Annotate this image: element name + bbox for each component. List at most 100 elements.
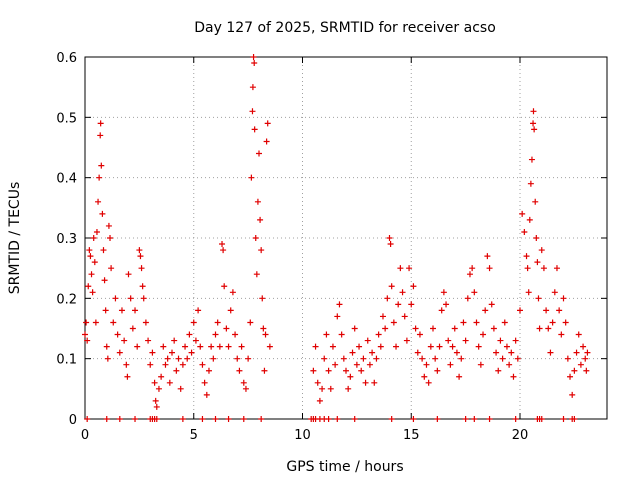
- data-point: [493, 349, 500, 356]
- data-point: [406, 265, 413, 272]
- data-point: [551, 289, 558, 296]
- data-point: [423, 361, 430, 368]
- data-point: [382, 325, 389, 332]
- data-point: [473, 319, 480, 326]
- data-point: [321, 355, 328, 362]
- data-point: [219, 241, 226, 248]
- data-point: [329, 343, 336, 350]
- y-tick-label: 0.1: [56, 353, 77, 368]
- data-point: [440, 289, 447, 296]
- y-tick-label: 0: [69, 413, 77, 428]
- data-point: [212, 331, 219, 338]
- data-point: [553, 265, 560, 272]
- data-point: [533, 235, 540, 241]
- data-point: [560, 295, 567, 302]
- data-point: [116, 349, 123, 356]
- data-point: [327, 385, 334, 392]
- data-point: [112, 295, 119, 302]
- data-point: [252, 235, 259, 241]
- data-point: [395, 301, 402, 308]
- y-tick-label: 0.2: [56, 292, 77, 307]
- data-point: [210, 355, 217, 362]
- data-point: [384, 295, 391, 302]
- data-point: [534, 259, 541, 266]
- data-point: [462, 337, 469, 344]
- data-point: [205, 367, 212, 374]
- data-point: [531, 126, 538, 133]
- x-tick-label: 0: [81, 428, 89, 443]
- data-point: [160, 343, 167, 350]
- data-point: [166, 379, 173, 386]
- data-point: [145, 337, 152, 344]
- data-point: [197, 343, 204, 350]
- data-point: [393, 343, 400, 350]
- data-point: [401, 313, 408, 320]
- data-point: [88, 271, 95, 278]
- data-point: [375, 331, 382, 338]
- data-point: [105, 222, 112, 229]
- data-point: [108, 265, 115, 272]
- data-point: [425, 379, 432, 386]
- data-point: [408, 301, 415, 308]
- data-point: [506, 361, 513, 368]
- data-point: [220, 247, 227, 254]
- data-point: [325, 367, 332, 374]
- zero-point: [512, 416, 519, 422]
- data-point: [569, 391, 576, 398]
- data-point: [250, 54, 257, 60]
- data-point: [164, 355, 171, 362]
- data-point: [530, 108, 537, 115]
- data-point: [345, 385, 352, 392]
- data-point: [249, 84, 256, 91]
- data-point: [360, 355, 367, 362]
- data-point: [95, 198, 102, 205]
- data-point: [434, 367, 441, 374]
- data-point: [456, 373, 463, 380]
- data-points: [82, 54, 591, 422]
- data-point: [82, 331, 88, 338]
- y-tick-label: 0.3: [56, 232, 77, 247]
- data-point: [436, 343, 443, 350]
- data-point: [169, 349, 175, 356]
- data-point: [527, 180, 534, 187]
- y-tick-label: 0.5: [56, 111, 77, 126]
- data-point: [334, 313, 341, 320]
- data-point: [137, 253, 144, 260]
- data-point: [234, 355, 241, 362]
- data-point: [123, 361, 130, 368]
- data-point: [387, 241, 394, 248]
- data-point: [524, 265, 531, 272]
- data-point: [259, 295, 266, 302]
- data-point: [490, 325, 497, 332]
- data-point: [245, 355, 252, 362]
- data-point: [371, 379, 378, 386]
- data-point: [261, 367, 268, 374]
- data-point: [369, 349, 376, 356]
- data-point: [102, 307, 109, 314]
- data-point: [162, 361, 169, 368]
- data-point: [248, 174, 255, 181]
- axis-ticks: 0 0.1 0.2 0.3 0.4 0.5 0.6 0 5 10 15 20: [56, 51, 607, 443]
- data-point: [564, 355, 571, 362]
- data-point: [93, 228, 100, 235]
- data-point: [139, 283, 146, 290]
- data-point: [203, 391, 210, 398]
- data-point: [225, 343, 232, 350]
- data-point: [471, 289, 478, 296]
- data-point: [403, 337, 410, 344]
- data-point: [186, 331, 193, 338]
- data-point: [397, 265, 404, 272]
- data-point: [575, 331, 582, 338]
- zero-point: [103, 416, 110, 422]
- data-point: [152, 397, 159, 404]
- x-tick-label: 20: [512, 428, 529, 443]
- data-point: [501, 319, 508, 326]
- data-point: [336, 301, 343, 308]
- data-point: [414, 349, 421, 356]
- zero-point: [199, 416, 206, 422]
- data-point: [421, 373, 428, 380]
- data-point: [251, 126, 258, 133]
- data-point: [390, 319, 397, 326]
- data-point: [184, 355, 191, 362]
